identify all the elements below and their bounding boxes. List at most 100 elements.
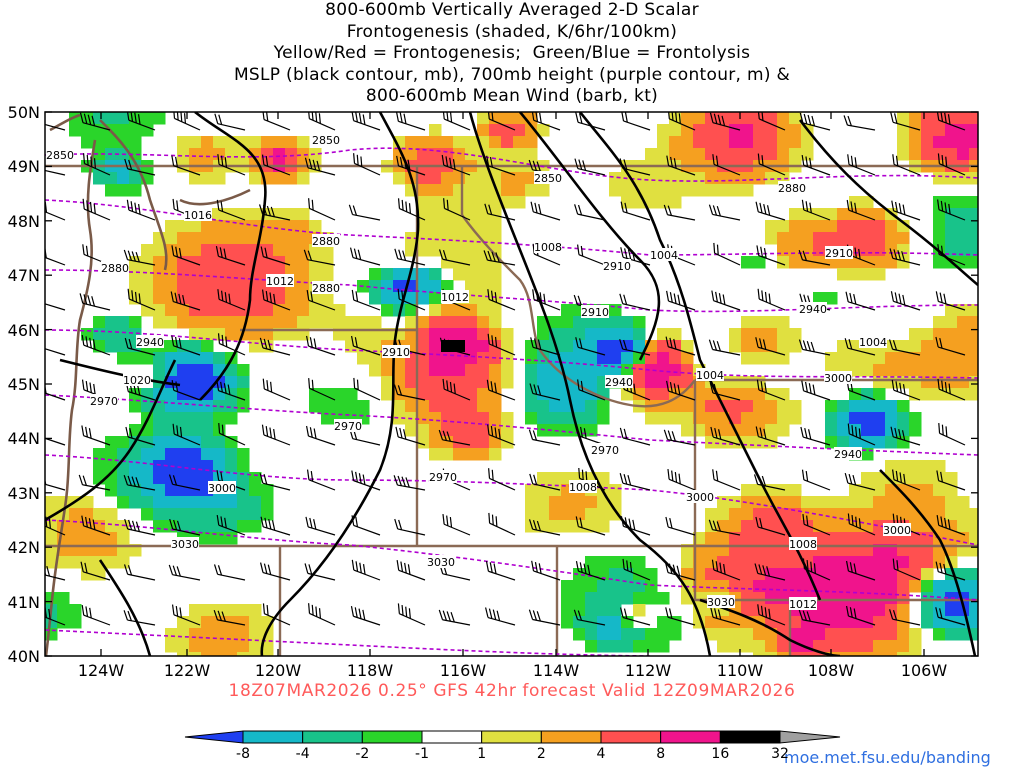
- height-label-bg: [382, 345, 410, 358]
- wind-barb: [172, 423, 201, 446]
- mslp-label-bg: [696, 368, 724, 381]
- wind-barb: [260, 246, 291, 266]
- height-label-bg: [136, 335, 164, 348]
- lat-label: 45N: [7, 375, 40, 394]
- lat-label: 44N: [7, 429, 40, 449]
- wind-barb: [619, 338, 651, 356]
- wind-barb: [261, 289, 291, 311]
- wind-barb: [45, 435, 66, 446]
- wind-barb: [756, 245, 786, 266]
- wind-barb: [620, 607, 651, 626]
- wind-barb: [487, 333, 516, 356]
- wind-barb: [217, 333, 246, 356]
- wind-barb: [532, 289, 561, 311]
- wind-barb: [396, 560, 426, 581]
- wind-barb: [936, 470, 966, 491]
- mslp-label-bg: [789, 597, 817, 610]
- map-title: 800-600mb Vertically Averaged 2-D Scalar…: [0, 0, 1024, 108]
- wind-barb: [847, 513, 876, 536]
- wind-barb: [846, 199, 876, 221]
- colorbar-segment: [719, 730, 781, 744]
- wind-barb: [438, 249, 471, 266]
- wind-barb: [799, 112, 831, 131]
- wind-barb: [801, 469, 831, 491]
- height-label: 2910: [581, 306, 609, 319]
- wind-barb: [622, 558, 651, 581]
- wind-barb: [81, 334, 111, 356]
- wind-barb: [577, 379, 606, 401]
- mslp-label: 1012: [266, 275, 294, 288]
- wind-barb: [890, 112, 921, 131]
- wind-barb: [937, 378, 966, 401]
- wind-barb: [753, 474, 786, 491]
- wind-barb: [801, 199, 831, 221]
- wind-barb: [666, 155, 696, 176]
- wind-barb: [528, 519, 561, 536]
- mslp-label: 1004: [650, 249, 678, 262]
- wind-barb: [577, 244, 606, 266]
- coastline: [45, 113, 251, 656]
- axis-ticks: [45, 111, 978, 657]
- wind-barb: [755, 426, 786, 446]
- height-label: 2880: [312, 282, 340, 295]
- lat-label: 47N: [7, 266, 40, 286]
- height-label: 2970: [334, 420, 362, 433]
- height-label-bg: [883, 523, 911, 536]
- wind-barb: [890, 291, 921, 311]
- mslp-label-bg: [123, 373, 151, 386]
- lon-label: 118W: [346, 661, 394, 680]
- wind-barb: [350, 606, 381, 626]
- colorbar-label: 32: [771, 746, 789, 762]
- height-label-bg: [825, 246, 853, 259]
- wind-barb: [935, 607, 966, 626]
- wind-barb: [531, 560, 561, 581]
- wind-barb: [487, 289, 516, 311]
- wind-barb: [124, 337, 156, 356]
- wind-barb: [531, 112, 561, 131]
- wind-barb: [530, 201, 561, 221]
- height-label: 3000: [208, 482, 236, 495]
- wind-barb: [847, 423, 876, 446]
- wind-barbs: [45, 112, 966, 626]
- lat-label: 48N: [7, 211, 40, 231]
- wind-barb: [304, 157, 336, 176]
- wind-barb: [709, 382, 741, 401]
- wind-barb: [845, 291, 876, 311]
- height-label: 2940: [834, 448, 862, 461]
- wind-barb: [442, 112, 471, 131]
- wind-barb: [486, 379, 516, 401]
- wind-barb: [305, 516, 336, 536]
- wind-barb: [485, 561, 516, 581]
- title-line-1: 800-600mb Vertically Averaged 2-D Scalar: [325, 0, 699, 20]
- colorbar-label: 2: [536, 746, 546, 762]
- height-label-bg: [799, 302, 827, 315]
- wind-barb: [712, 154, 741, 176]
- height-label-bg: [581, 305, 609, 318]
- wind-barb: [79, 112, 111, 131]
- wind-barb: [350, 335, 381, 356]
- mslp-label-bg: [859, 335, 887, 348]
- mslp-label-bg: [789, 537, 817, 550]
- height-label: 2970: [591, 444, 619, 457]
- wind-barb: [843, 115, 876, 131]
- wind-barb: [708, 204, 741, 221]
- credit-link[interactable]: moe.met.fsu.edu/banding: [784, 748, 991, 767]
- wind-barb: [488, 468, 516, 491]
- colorbar-segment: [540, 730, 602, 744]
- wind-barb: [935, 291, 966, 311]
- wind-barb: [170, 291, 201, 311]
- wind-barb: [574, 204, 606, 221]
- wind-barb: [938, 422, 966, 446]
- wind-barb: [665, 607, 696, 626]
- lon-label: 120W: [254, 661, 302, 680]
- title-line-3: Yellow/Red = Frontogenesis; Green/Blue =…: [273, 43, 751, 63]
- wind-barb: [845, 605, 876, 626]
- wind-barb: [710, 607, 741, 626]
- wind-barb: [663, 204, 696, 221]
- wind-barb: [303, 249, 336, 266]
- wind-barb: [619, 293, 651, 311]
- lat-label: 50N: [7, 103, 40, 122]
- mslp-label-bg: [650, 248, 678, 261]
- wind-barb: [439, 337, 471, 356]
- height-label: 2880: [101, 262, 129, 275]
